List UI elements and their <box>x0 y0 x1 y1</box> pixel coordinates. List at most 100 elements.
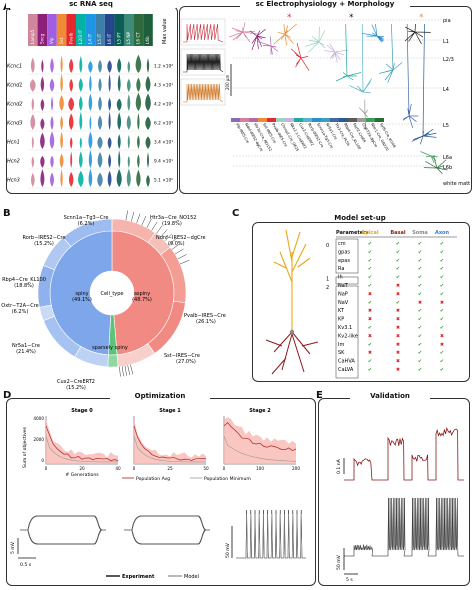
violin-shape <box>88 131 93 149</box>
stage-title: Stage 2 <box>249 408 271 414</box>
outer-label-pct: (19.8%) <box>162 221 182 227</box>
max-value-label: 4.2 ×10¹ <box>154 102 173 108</box>
violin-shape <box>79 56 83 73</box>
type-header-label: L6b <box>145 36 150 44</box>
violin-shape <box>117 74 121 92</box>
included-check: ✔ <box>418 241 422 247</box>
x-tick-label: 100 <box>256 466 264 471</box>
included-check: ✔ <box>396 266 400 272</box>
included-check: ✔ <box>418 266 422 272</box>
included-check: ✔ <box>396 275 400 281</box>
outer-label-pct: (26.1%) <box>196 319 216 325</box>
violin-shape <box>50 57 54 73</box>
legend-min-label: Population Minimum <box>204 476 251 482</box>
violin-shape <box>108 111 111 130</box>
type-header-block <box>66 14 76 46</box>
scale-mv-label: 50 mV <box>336 554 342 570</box>
violin-shape <box>69 78 74 92</box>
small-slice-tick <box>168 238 177 246</box>
small-slice-tick <box>141 216 147 226</box>
violin-shape <box>50 155 54 168</box>
violin-shape <box>68 113 74 130</box>
param-name: Ra <box>338 266 344 272</box>
small-slice-tick <box>127 365 131 376</box>
outer-label-name: Nr5a1−Cre <box>12 343 40 349</box>
param-name: CaHVA <box>338 359 355 365</box>
max-value-label: 5.1 ×10⁰ <box>154 178 173 184</box>
violin-shape <box>40 76 45 92</box>
param-name: CaLVA <box>338 367 354 373</box>
neuron-morphology <box>379 23 403 83</box>
stage-title: Stage 0 <box>71 408 93 414</box>
outer-label-name: Htr3a−Cre_NO152 <box>150 215 196 221</box>
violin-shape <box>49 78 55 92</box>
apical-dendrite <box>273 229 311 332</box>
type-header-label: L5 PT <box>116 32 121 44</box>
panel-c-box <box>252 222 470 382</box>
violin-shape <box>89 115 92 130</box>
outer-label-pct: (15.2%) <box>66 385 86 390</box>
violin-shape <box>68 97 75 111</box>
violin-shape <box>107 60 112 73</box>
cre-color-block <box>267 118 276 122</box>
included-check: ✔ <box>418 367 422 373</box>
inner-label-spiny: spiny <box>75 291 88 297</box>
included-check: ✔ <box>440 350 444 356</box>
violin-shape <box>30 114 36 130</box>
type-header-block <box>143 14 153 46</box>
max-value-label: 9.4 ×10¹ <box>154 159 173 165</box>
violin-shape <box>137 154 140 168</box>
layer-label: L2/3 <box>443 57 454 63</box>
violin-shape <box>78 170 84 187</box>
panel-b-label: B <box>3 208 11 219</box>
param-name: Im <box>338 342 344 348</box>
outer-label-pct: (6.2%) <box>78 221 95 227</box>
outer-label-pct: (21.4%) <box>16 349 36 355</box>
violin-shape <box>135 92 142 111</box>
type-header-label: L5 NP <box>126 32 131 44</box>
included-check: ✔ <box>418 258 422 264</box>
group-1-bracket <box>335 276 359 285</box>
outer-label-name: Oxtr−T2A−Cre <box>1 303 38 309</box>
type-header-block <box>47 14 57 46</box>
violin-shape <box>79 111 83 130</box>
type-header-block <box>114 14 124 46</box>
violin-shape <box>108 153 112 168</box>
excluded-cross: ✖ <box>418 300 422 306</box>
type-header-block <box>56 14 67 46</box>
violin-shape <box>79 137 82 149</box>
ephys-trace <box>183 83 224 103</box>
neuron-morphology <box>290 42 310 71</box>
population-min-line <box>133 435 207 463</box>
param-header: Basal <box>390 230 406 236</box>
included-check: ✔ <box>368 367 372 373</box>
excluded-cross: ✖ <box>396 317 400 323</box>
included-check: ✔ <box>396 249 400 255</box>
ephys-trace <box>183 23 224 43</box>
small-slice-tick <box>121 366 124 377</box>
type-header-label: L6 IT <box>107 33 112 44</box>
scale-s-label: 0.5 s <box>20 562 32 568</box>
y-tick-label: 4000 <box>33 416 44 421</box>
cre-color-block <box>231 118 240 122</box>
excluded-cross: ✖ <box>396 308 400 314</box>
cre-color-block <box>276 118 285 122</box>
violin-shape <box>41 59 44 73</box>
violin-shape <box>69 58 74 73</box>
violin-shape <box>78 151 83 168</box>
small-slice-tick <box>136 213 141 224</box>
type-header-label: L5 IT <box>97 33 102 44</box>
scalebar-label: 200 µm <box>225 75 230 90</box>
cre-color-block <box>357 118 366 122</box>
donut-center <box>90 271 134 315</box>
excluded-cross: ✖ <box>440 333 444 339</box>
violin-shape <box>60 169 63 187</box>
small-slice-tick <box>131 211 135 222</box>
type-header-label: Vip <box>49 37 54 44</box>
ephys-morphology-area: pia L1 L2/3 L4 L5 L6a L6b white matter 200 µm * * *… <box>180 13 470 187</box>
voltage-trace <box>124 529 210 545</box>
inner-label-spiny-pct: (49.1%) <box>72 297 92 303</box>
violin-shape <box>60 73 63 92</box>
